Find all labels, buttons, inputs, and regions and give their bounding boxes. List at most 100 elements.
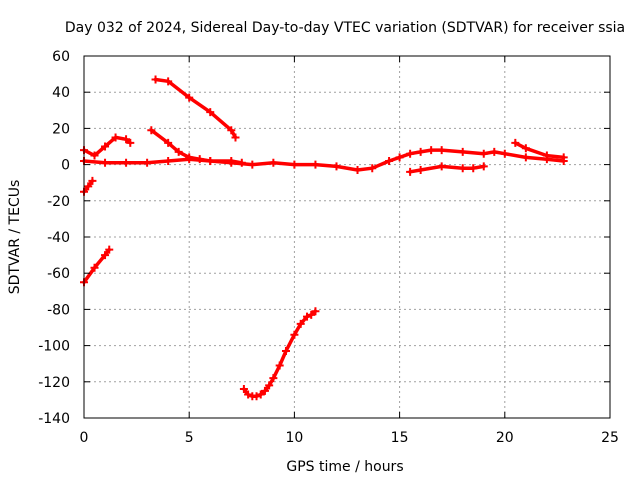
data-point xyxy=(227,126,236,135)
series-dip-arc xyxy=(239,307,320,401)
y-tick-label: 20 xyxy=(52,121,70,137)
data-point xyxy=(458,147,467,156)
data-point xyxy=(143,158,152,167)
data-point xyxy=(385,156,394,165)
data-point xyxy=(437,162,446,171)
series-main-band xyxy=(80,146,568,175)
data-point xyxy=(368,164,377,173)
data-point xyxy=(490,147,499,156)
data-point xyxy=(265,381,274,390)
data-point xyxy=(427,146,436,155)
data-point xyxy=(122,158,131,167)
y-axis-label: SDTVAR / TECUs xyxy=(7,180,23,295)
data-point xyxy=(174,147,183,156)
x-tick-label: 20 xyxy=(496,430,514,446)
chart-title: Day 032 of 2024, Sidereal Day-to-day VTE… xyxy=(65,20,625,36)
data-point xyxy=(395,153,404,162)
data-point xyxy=(406,167,415,176)
data-point xyxy=(521,153,530,162)
data-point xyxy=(559,153,568,162)
data-point xyxy=(185,93,194,102)
data-point xyxy=(500,149,509,158)
data-point xyxy=(84,182,93,191)
data-point xyxy=(111,133,120,142)
x-tick-label: 10 xyxy=(285,430,303,446)
series-right-track xyxy=(511,138,568,162)
data-point xyxy=(542,151,551,160)
series-left-low xyxy=(80,245,114,287)
data-point xyxy=(290,160,299,169)
series-diagonal-high xyxy=(151,75,240,142)
data-point xyxy=(164,156,173,165)
x-tick-label: 25 xyxy=(601,430,619,446)
data-point xyxy=(195,155,204,164)
data-point xyxy=(458,164,467,173)
series-low-track xyxy=(406,162,488,176)
data-point xyxy=(332,162,341,171)
y-tick-label: 0 xyxy=(61,158,70,174)
data-point xyxy=(101,251,110,260)
data-point xyxy=(311,307,320,316)
data-point xyxy=(90,151,99,160)
data-point xyxy=(164,77,173,86)
data-point xyxy=(479,162,488,171)
data-point xyxy=(88,176,97,185)
data-point xyxy=(105,245,114,254)
data-point xyxy=(248,160,257,169)
grid xyxy=(84,56,610,418)
data-point xyxy=(479,149,488,158)
data-point xyxy=(511,138,520,147)
data-point xyxy=(244,390,253,399)
data-point xyxy=(237,158,246,167)
data-point xyxy=(256,390,265,399)
data-point xyxy=(303,312,312,321)
data-series xyxy=(80,75,568,401)
series-left-steep xyxy=(80,176,97,196)
data-point xyxy=(260,386,269,395)
data-point xyxy=(151,75,160,84)
data-point xyxy=(406,149,415,158)
data-point xyxy=(101,158,110,167)
series-line xyxy=(82,148,566,172)
y-tick-label: -20 xyxy=(47,194,70,210)
data-point xyxy=(206,156,215,165)
y-tick-label: -140 xyxy=(38,411,70,427)
data-point xyxy=(311,160,320,169)
data-point xyxy=(126,138,135,147)
series-line xyxy=(513,141,566,160)
series-line xyxy=(149,128,244,165)
y-tick-label: -80 xyxy=(47,302,70,318)
data-point xyxy=(281,347,290,356)
data-point xyxy=(252,392,261,401)
data-point xyxy=(231,133,240,142)
data-point xyxy=(416,147,425,156)
data-point xyxy=(147,126,156,135)
data-point xyxy=(164,138,173,147)
data-point xyxy=(275,361,284,370)
series-upper-left xyxy=(80,133,135,160)
x-tick-label: 0 xyxy=(80,430,89,446)
x-tick-label: 5 xyxy=(185,430,194,446)
data-point xyxy=(227,156,236,165)
plot-frame xyxy=(83,55,611,419)
data-point xyxy=(469,164,478,173)
series-diagonal-mid xyxy=(147,126,246,167)
x-axis-label: GPS time / hours xyxy=(286,459,403,475)
data-point xyxy=(269,374,278,383)
data-point xyxy=(290,330,299,339)
data-point xyxy=(307,310,316,319)
data-point xyxy=(353,166,362,175)
y-tick-label: -120 xyxy=(38,375,70,391)
y-tick-label: 40 xyxy=(52,85,70,101)
data-point xyxy=(521,144,530,153)
data-point xyxy=(296,319,305,328)
data-point xyxy=(90,263,99,272)
axis-ticks: 0 5 10 15 20 25 -140 -120 -100 -80 -60 -40 -20 0 20 40 6… xyxy=(38,49,619,446)
data-point xyxy=(239,385,248,394)
data-point xyxy=(185,153,194,162)
data-point xyxy=(269,158,278,167)
data-point xyxy=(437,146,446,155)
y-tick-label: -60 xyxy=(47,266,70,282)
data-point xyxy=(206,108,215,117)
